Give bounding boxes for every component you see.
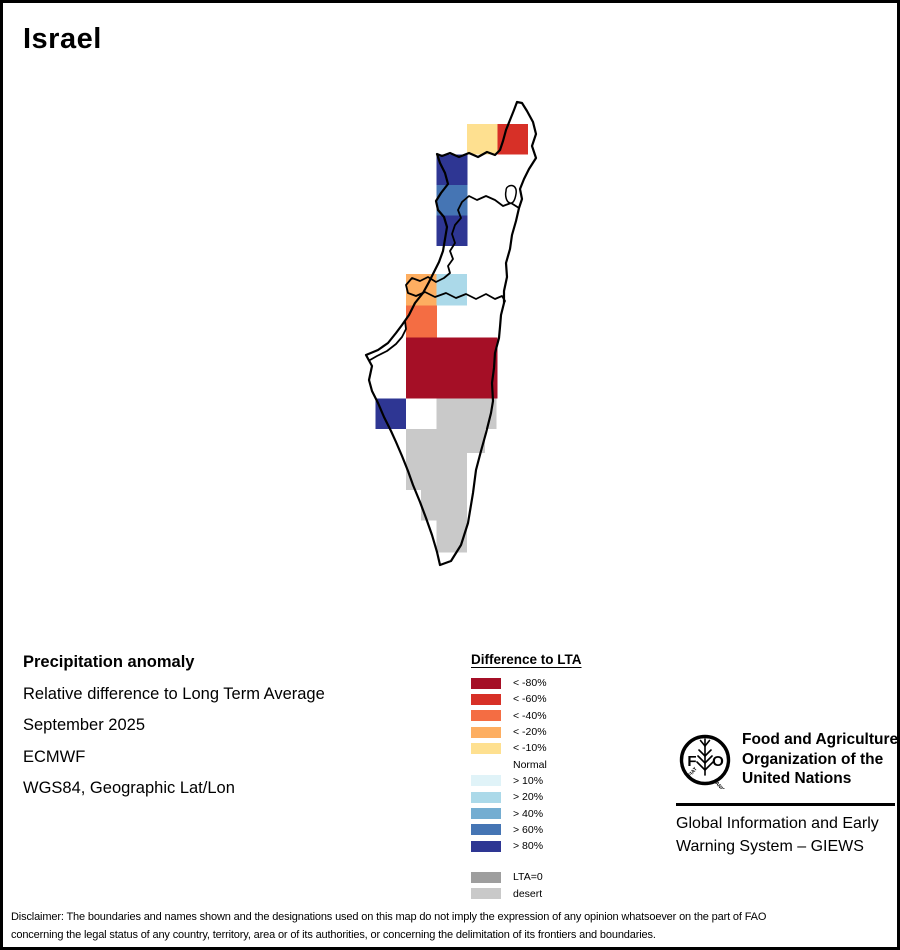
- gaza-boundary: [369, 320, 407, 361]
- legend-label: < -10%: [513, 742, 547, 755]
- map-cell-desert: [436, 520, 467, 553]
- legend-swatch-lt40: [471, 710, 501, 722]
- west-bank-boundary: [405, 195, 520, 304]
- map-cell-lt10: [467, 124, 498, 155]
- legend-label: Normal: [513, 758, 547, 771]
- map-cell-gt80: [436, 154, 468, 185]
- legend-swatch-gt40: [471, 808, 501, 820]
- map-cell-desert: [406, 429, 467, 490]
- legend-swatch-gt20: [471, 791, 501, 803]
- disclaimer-line: Disclaimer: The boundaries and names sho…: [11, 911, 767, 923]
- map-cell-desert: [467, 429, 485, 453]
- map-info-block: Precipitation anomaly Relative differenc…: [23, 653, 325, 811]
- legend-swatch-gt60: [471, 824, 501, 836]
- map-cell-lt60: [497, 124, 528, 155]
- map-cell-gt80: [436, 215, 468, 246]
- legend-label: > 40%: [513, 807, 544, 820]
- info-heading: Precipitation anomaly: [23, 653, 195, 671]
- giews-name-line: Warning System – GIEWS: [676, 837, 864, 855]
- map-cell-gt60: [436, 185, 468, 216]
- legend-label: desert: [513, 887, 543, 900]
- legend: Difference to LTA < -80% < -60% < -40% < -2…: [471, 652, 582, 902]
- legend-row: LTA=0: [471, 869, 582, 885]
- fao-org-name-line: Food and Agriculture: [742, 731, 899, 748]
- map-cell-desert: [421, 490, 467, 521]
- sea-of-galilee-lake: [504, 184, 517, 204]
- map-cell-lt20: [406, 274, 437, 306]
- map-cell-desert: [436, 398, 497, 429]
- precipitation-anomaly-cells: [375, 124, 528, 553]
- legend-entries: < -80% < -60% < -40% < -20% < -10% Normal > 10…: [471, 675, 582, 902]
- map-cell-lt80: [406, 337, 498, 399]
- giews-name-line: Global Information and Early: [676, 815, 879, 832]
- fao-org-name-line: United Nations: [742, 770, 852, 787]
- fao-motto-panis: PANIS: [712, 778, 727, 789]
- legend-row: < -10%: [471, 740, 582, 756]
- fao-divider: [676, 803, 895, 806]
- legend-row: Normal: [471, 756, 582, 772]
- info-subtitle: Relative difference to Long Term Average: [23, 684, 325, 703]
- israel-country-outline: [364, 100, 538, 567]
- legend-swatch-gt10: [471, 775, 501, 787]
- legend-row: > 80%: [471, 838, 582, 854]
- fao-letter-o: O: [712, 753, 724, 770]
- legend-row: > 60%: [471, 822, 582, 838]
- legend-swatch-lt60: [471, 693, 501, 705]
- legend-row: > 40%: [471, 805, 582, 821]
- map-cell-lt40: [406, 305, 437, 338]
- legend-title: Difference to LTA: [471, 652, 582, 667]
- legend-label: > 60%: [513, 823, 544, 836]
- legend-swatch-lt20: [471, 726, 501, 738]
- wheat-ear-icon: [696, 738, 714, 776]
- legend-row: < -60%: [471, 691, 582, 707]
- fao-letter-f: F: [687, 753, 696, 770]
- legend-label: < -20%: [513, 726, 547, 739]
- legend-label: LTA=0: [513, 871, 543, 884]
- legend-row: < -40%: [471, 708, 582, 724]
- legend-swatch-lt80: [471, 677, 501, 689]
- fao-org-name: Food and Agriculture Organization of the U…: [742, 730, 899, 789]
- info-projection: WGS84, Geographic Lat/Lon: [23, 779, 235, 797]
- fao-org-name-line: Organization of the: [742, 750, 884, 768]
- legend-row: > 10%: [471, 773, 582, 789]
- giews-name: Global Information and Early Warning Syst…: [676, 813, 879, 858]
- legend-label: < -60%: [513, 693, 547, 706]
- legend-swatch-desert: [471, 888, 501, 900]
- legend-swatch-lta0: [471, 871, 501, 883]
- legend-row: < -80%: [471, 675, 582, 691]
- legend-label: > 80%: [513, 840, 544, 853]
- disclaimer: Disclaimer: The boundaries and names sho…: [11, 909, 766, 944]
- legend-swatch-gt80: [471, 840, 501, 852]
- page-title: Israel: [23, 23, 102, 55]
- map-cell-gt20: [436, 274, 467, 306]
- legend-row: < -20%: [471, 724, 582, 740]
- legend-swatch-lt10: [471, 742, 501, 754]
- map-cell-gt80: [375, 398, 406, 429]
- legend-label: < -40%: [513, 709, 547, 722]
- legend-label: > 20%: [513, 791, 544, 804]
- disclaimer-line: concerning the legal status of any count…: [11, 928, 656, 941]
- fao-motto-fiat: FIAT: [687, 766, 699, 778]
- legend-row: desert: [471, 886, 582, 902]
- legend-label: > 10%: [513, 774, 544, 787]
- info-period: September 2025: [23, 716, 146, 734]
- info-source: ECMWF: [23, 747, 86, 766]
- fao-logo: F O FIAT PANIS: [679, 734, 731, 789]
- legend-row: > 20%: [471, 789, 582, 805]
- legend-label: < -80%: [513, 677, 547, 690]
